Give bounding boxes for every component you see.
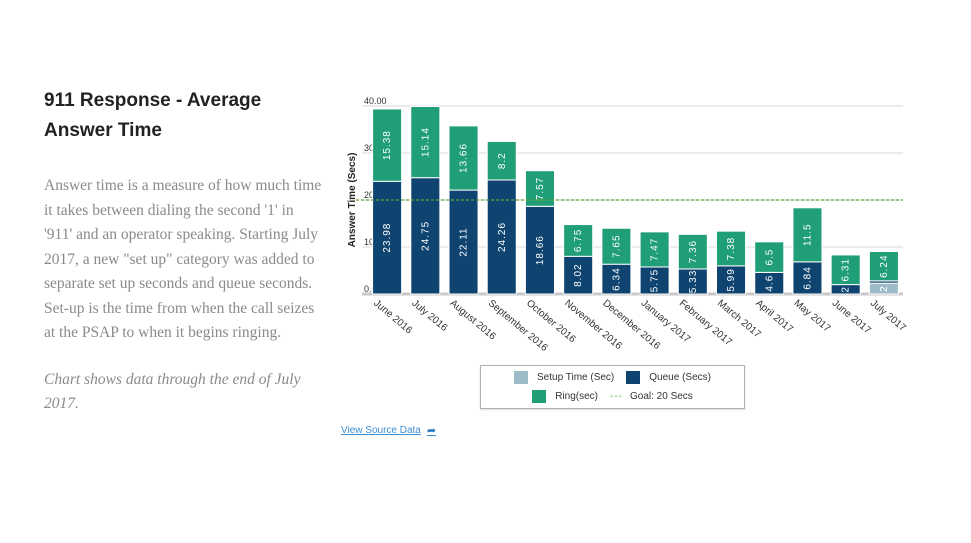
legend-goal-dash-icon: --- bbox=[609, 391, 623, 402]
data-label-queue: 18.66 bbox=[535, 235, 546, 265]
bar-ring bbox=[754, 241, 785, 273]
legend-item-setup[interactable]: Setup Time (Sec) bbox=[514, 371, 614, 384]
legend-label-setup: Setup Time (Sec) bbox=[537, 372, 615, 383]
data-label-queue: 6.34 bbox=[611, 267, 622, 290]
legend-item-ring[interactable]: Ring(sec) bbox=[532, 390, 598, 403]
data-label-ring: 15.38 bbox=[382, 130, 393, 160]
data-label-ring: 6.24 bbox=[879, 254, 890, 277]
data-label-ring: 6.5 bbox=[764, 249, 775, 266]
data-label-ring: 6.75 bbox=[573, 229, 584, 252]
data-label-ring: 13.66 bbox=[459, 143, 470, 173]
legend-label-goal: Goal: 20 Secs bbox=[629, 391, 693, 402]
bar-ring bbox=[486, 140, 517, 181]
bar-ring bbox=[716, 230, 747, 267]
legend-swatch-queue bbox=[626, 371, 641, 384]
bar-ring bbox=[792, 207, 823, 263]
bar-queue bbox=[410, 177, 441, 295]
chart-legend: Setup Time (Sec) Queue (Secs) Ring(sec) … bbox=[480, 365, 745, 409]
data-label-ring: 7.65 bbox=[611, 234, 622, 257]
data-label-ring: 8.2 bbox=[497, 152, 508, 169]
data-label-queue: 5.99 bbox=[726, 268, 737, 291]
bar-ring bbox=[524, 170, 555, 207]
data-label-queue: 24.75 bbox=[420, 221, 431, 251]
bar-ring bbox=[677, 233, 708, 270]
data-label-queue: 4.6 bbox=[764, 275, 775, 292]
data-label-queue: 23.98 bbox=[382, 223, 393, 253]
view-source-data-link[interactable]: View Source Data ➦ bbox=[341, 424, 436, 437]
bar-ring bbox=[372, 108, 403, 182]
data-label-ring: 7.38 bbox=[726, 237, 737, 260]
x-tick-label: June 2017 bbox=[830, 298, 873, 337]
data-label-ring: 7.36 bbox=[688, 240, 699, 263]
data-label-ring: 6.31 bbox=[841, 258, 852, 281]
bar-ring bbox=[601, 227, 632, 265]
bar-ring bbox=[830, 254, 861, 286]
view-source-data-label: View Source Data bbox=[341, 425, 421, 436]
description: Answer time is a measure of how much tim… bbox=[44, 177, 322, 341]
data-label-setup: 2 bbox=[879, 285, 890, 292]
bar-queue bbox=[524, 205, 555, 295]
legend-label-ring: Ring(sec) bbox=[555, 391, 598, 402]
x-tick-label: July 2016 bbox=[409, 298, 449, 334]
data-label-queue: 5.75 bbox=[650, 269, 661, 292]
data-label-queue: 5.33 bbox=[688, 270, 699, 293]
legend-label-queue: Queue (Secs) bbox=[649, 372, 711, 383]
arrow-right-icon: ➦ bbox=[426, 425, 437, 437]
data-label-ring: 11.5 bbox=[802, 223, 813, 246]
x-tick-label: July 2017 bbox=[868, 298, 908, 334]
data-label-ring: 15.14 bbox=[420, 127, 431, 157]
legend-swatch-setup bbox=[514, 371, 529, 384]
bar-queue bbox=[563, 255, 594, 295]
data-note: Chart shows data through the end of July… bbox=[44, 370, 301, 413]
data-label-queue: 6.84 bbox=[802, 266, 813, 289]
legend-swatch-ring bbox=[532, 390, 547, 403]
text-panel: 911 Response - Average Answer Time Answe… bbox=[44, 86, 324, 417]
bar-ring bbox=[563, 224, 594, 257]
legend-item-queue[interactable]: Queue (Secs) bbox=[626, 371, 711, 384]
data-label-ring: 7.57 bbox=[535, 177, 546, 200]
x-tick-label: June 2016 bbox=[371, 298, 414, 337]
y-tick-label: 40.00 bbox=[364, 96, 387, 106]
bar-queue bbox=[639, 266, 670, 295]
bar-ring bbox=[448, 125, 479, 191]
bar-ring bbox=[410, 106, 441, 179]
data-label-queue: 24.26 bbox=[497, 222, 508, 252]
data-label-queue: 8.02 bbox=[573, 263, 584, 286]
data-label-queue: 2 bbox=[841, 286, 852, 293]
y-axis-title: Answer Time (Secs) bbox=[347, 153, 358, 248]
bar-ring bbox=[639, 231, 670, 268]
bar-queue bbox=[677, 268, 708, 295]
bar-ring bbox=[868, 251, 899, 282]
legend-item-goal[interactable]: --- Goal: 20 Secs bbox=[610, 391, 693, 402]
x-tick-label: May 2017 bbox=[792, 298, 833, 335]
bar-queue bbox=[486, 179, 517, 295]
bar-queue bbox=[448, 189, 479, 295]
data-label-queue: 22.11 bbox=[459, 227, 470, 256]
page-title: 911 Response - Average Answer Time bbox=[44, 90, 262, 141]
data-label-ring: 7.47 bbox=[650, 238, 661, 261]
